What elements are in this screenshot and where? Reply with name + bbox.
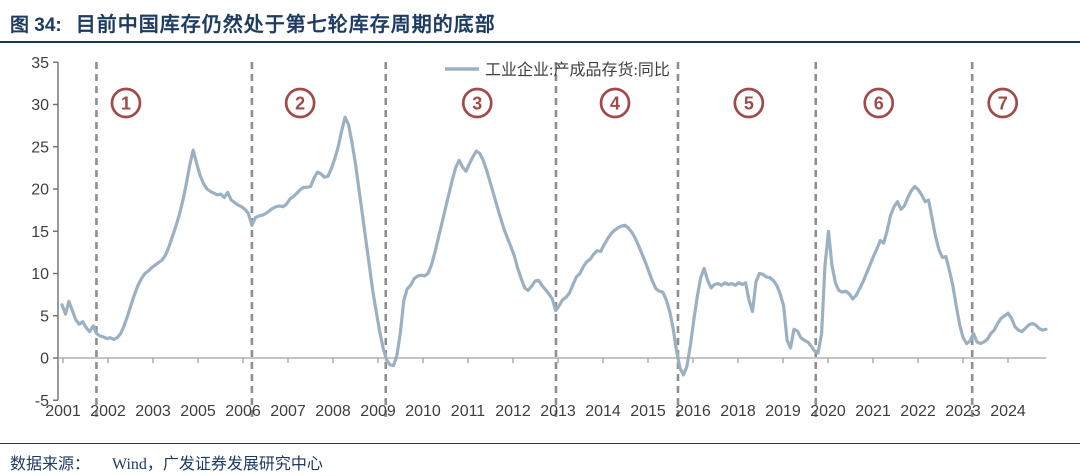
cycle-number-text: 7	[998, 94, 1008, 114]
cycle-divider-lines	[95, 62, 974, 420]
cycle-number-circle	[284, 87, 316, 119]
cycle-number-circle	[987, 87, 1019, 119]
y-tick-label: 5	[40, 308, 49, 325]
series-line	[60, 115, 1048, 377]
figure-label: 图 34:	[10, 15, 62, 36]
x-tick-label: 2022	[900, 403, 936, 420]
cycle-number-text: 3	[472, 94, 482, 114]
cycle-number-circle	[733, 87, 765, 119]
cycle-number-circle	[863, 87, 895, 119]
y-axis: 35 30 25 20 15 10 5 0 -5	[31, 55, 59, 410]
source-text: Wind，广发证券发展研究中心	[112, 456, 323, 473]
x-tick-label: 2009	[360, 403, 396, 420]
y-tick-label: 30	[31, 97, 49, 114]
footer-divider	[0, 443, 1080, 444]
zero-axis-line	[58, 357, 1046, 363]
x-tick-label: 2002	[90, 403, 126, 420]
x-tick-label: 2003	[135, 403, 171, 420]
x-tick-label: 2006	[225, 403, 261, 420]
x-tick-label: 2023	[945, 403, 981, 420]
x-tick-label: 2019	[765, 403, 801, 420]
y-tick-label: 0	[40, 351, 49, 368]
y-tick-label: 10	[31, 266, 49, 283]
y-tick-label: 20	[31, 182, 49, 199]
legend: 工业企业:产成品存货:同比	[445, 61, 670, 79]
x-tick-label: 2012	[495, 403, 531, 420]
cycle-number-text: 4	[610, 94, 620, 114]
inventory-yoy-line	[60, 115, 1048, 377]
x-tick-label: 2024	[990, 403, 1026, 420]
x-tick-label: 2016	[675, 403, 711, 420]
cycle-number-text: 6	[874, 94, 884, 114]
x-tick-label: 2010	[405, 403, 441, 420]
x-tick-label: 2001	[45, 403, 81, 420]
title-divider	[0, 41, 1080, 43]
cycle-number-text: 1	[121, 94, 131, 114]
x-tick-label: 2013	[540, 403, 576, 420]
y-tick-label: 25	[31, 139, 49, 156]
x-tick-label: 2008	[315, 403, 351, 420]
cycle-number-markers: 1 2 3 4 5 6 7	[110, 87, 1019, 119]
source-prefix: 数据来源：	[10, 456, 91, 473]
cycle-number-text: 5	[744, 94, 754, 114]
legend-series-label: 工业企业:产成品存货:同比	[485, 61, 670, 79]
x-tick-label: 2011	[451, 403, 486, 420]
y-tick-label: -5	[35, 393, 49, 410]
x-tick-label: 2018	[720, 403, 756, 420]
source-note: 数据来源： Wind，广发证券发展研究中心	[10, 450, 323, 474]
y-tick-label: 35	[31, 55, 49, 72]
y-tick-label: 15	[31, 224, 49, 241]
x-tick-label: 2015	[630, 403, 666, 420]
x-tick-label: 2014	[585, 403, 621, 420]
cycle-number-circle	[110, 87, 142, 119]
x-axis-labels: 2001 2002 2003 2005 2006 2007 2008 2009 2010 2011…	[45, 403, 1026, 420]
cycle-number-circle	[461, 87, 493, 119]
x-tick-label: 2007	[270, 403, 306, 420]
figure-title: 图 34: 目前中国库存仍然处于第七轮库存周期的底部	[10, 8, 1070, 37]
x-tick-label: 2020	[810, 403, 846, 420]
cycle-number-text: 2	[295, 94, 305, 114]
x-tick-label: 2021	[855, 403, 891, 420]
figure-title-text: 目前中国库存仍然处于第七轮库存周期的底部	[75, 14, 496, 36]
cycle-number-circle	[599, 87, 631, 119]
x-tick-label: 2005	[180, 403, 216, 420]
